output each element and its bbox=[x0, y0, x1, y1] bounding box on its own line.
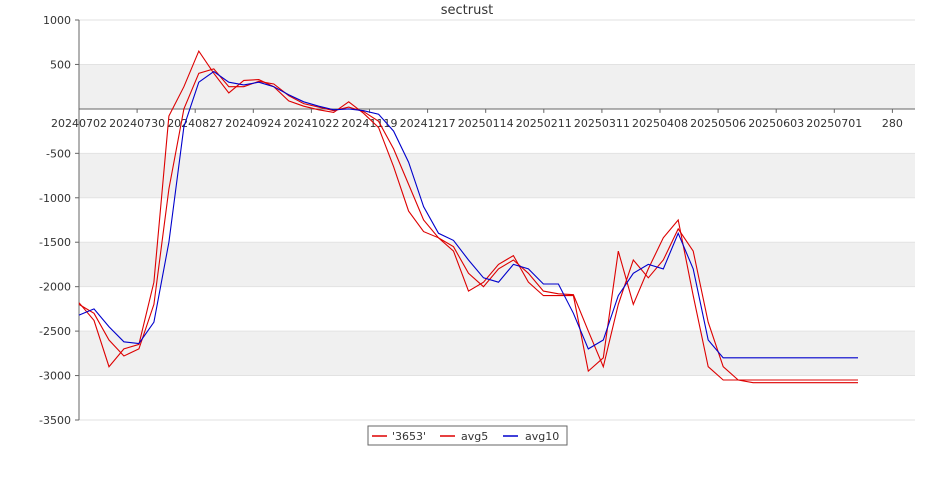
legend-label-0: '3653' bbox=[392, 430, 426, 443]
y-tick-label: 1000 bbox=[43, 14, 71, 27]
y-tick-label: -2500 bbox=[39, 325, 71, 338]
x-tick-label: 20250506 bbox=[690, 117, 746, 130]
x-tick-label: 280 bbox=[882, 117, 903, 130]
legend-label-1: avg5 bbox=[461, 430, 488, 443]
x-tick-label: 20240730 bbox=[109, 117, 165, 130]
x-tick-label: 20240702 bbox=[51, 117, 107, 130]
grid-band bbox=[79, 153, 915, 198]
y-tick-label: -3500 bbox=[39, 414, 71, 427]
y-tick-label: -2000 bbox=[39, 281, 71, 294]
x-tick-label: 20250603 bbox=[748, 117, 804, 130]
x-tick-label: 20250311 bbox=[574, 117, 630, 130]
legend: '3653' avg5 avg10 bbox=[367, 425, 568, 446]
series-line-2 bbox=[78, 70, 858, 359]
x-tick-label: 20240827 bbox=[167, 117, 223, 130]
y-tick-label: -1500 bbox=[39, 236, 71, 249]
grid-band bbox=[79, 64, 915, 109]
series-line-0 bbox=[78, 49, 858, 381]
x-tick-label: 20250408 bbox=[632, 117, 688, 130]
legend-box bbox=[367, 425, 568, 446]
y-tick-label: -3000 bbox=[39, 370, 71, 383]
x-tick-label: 20250211 bbox=[516, 117, 572, 130]
series-line-1 bbox=[78, 68, 858, 384]
x-tick-label: 20250701 bbox=[806, 117, 862, 130]
legend-label-2: avg10 bbox=[525, 430, 559, 443]
grid-bands bbox=[79, 19, 915, 421]
x-tick-label: 20241217 bbox=[400, 117, 456, 130]
y-tick-label: -1000 bbox=[39, 192, 71, 205]
x-tick-label: 20241022 bbox=[283, 117, 339, 130]
x-tick-label: 20250114 bbox=[458, 117, 514, 130]
y-tick-label: -500 bbox=[46, 147, 71, 160]
grid-band bbox=[79, 242, 915, 287]
chart-title: sectrust bbox=[441, 3, 493, 18]
x-axis-ticks: 20240702 20240730 20240827 20240924 20241022… bbox=[51, 108, 903, 130]
series-layer bbox=[78, 49, 858, 384]
y-axis-ticks: 1000 500 -500 -1000 -1500 -2000 -2500 -3000 -350… bbox=[39, 14, 79, 427]
grid-band bbox=[79, 331, 915, 376]
x-tick-label: 20240924 bbox=[225, 117, 281, 130]
y-tick-label: 500 bbox=[50, 58, 71, 71]
